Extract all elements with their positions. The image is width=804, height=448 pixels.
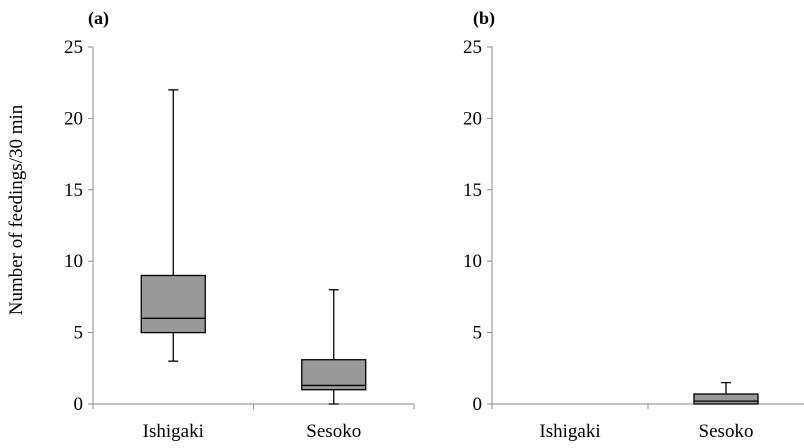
- panel-a-box-ishigaki: [140, 89, 206, 362]
- iqr-box: [693, 393, 759, 405]
- panel-a-box-sesoko: [301, 289, 367, 405]
- panel-a-label: (a): [88, 8, 109, 29]
- panel-a-y-tick-label: 0: [74, 394, 84, 415]
- panel-b-y-tick-label: 10: [463, 251, 482, 272]
- panel-b-category-label: Ishigaki: [539, 421, 600, 442]
- panel-a-y-tick-label: 5: [74, 323, 84, 344]
- panel-a-category-label: Ishigaki: [143, 421, 204, 442]
- panel-b-label: (b): [473, 8, 495, 29]
- iqr-box: [140, 274, 206, 334]
- panel-b-y-tick-label: 20: [463, 108, 482, 129]
- panel-b-box-sesoko: [693, 381, 759, 405]
- panel-a-y-tick-label: 10: [64, 251, 83, 272]
- y-axis-title: Number of feedings/30 min: [6, 104, 27, 315]
- panel-b-y-tick-label: 25: [463, 37, 482, 58]
- panel-b: (b) 0 5 10 15 20 25 Ishigaki Sesoko: [463, 8, 804, 442]
- panel-b-y-tick-label: 0: [473, 394, 483, 415]
- panel-a: (a) 0 5 10 15 20 25 Ishigaki Sesoko: [64, 8, 415, 442]
- panel-a-y-tick-label: 20: [64, 108, 83, 129]
- panel-a-y-tick-label: 15: [64, 180, 83, 201]
- panel-b-y-tick-label: 15: [463, 180, 482, 201]
- panel-b-category-label: Sesoko: [699, 421, 754, 442]
- panel-a-y-tick-label: 25: [64, 37, 83, 58]
- panel-b-y-tick-label: 5: [473, 323, 483, 344]
- iqr-box: [301, 359, 367, 391]
- panel-a-category-label: Sesoko: [306, 421, 361, 442]
